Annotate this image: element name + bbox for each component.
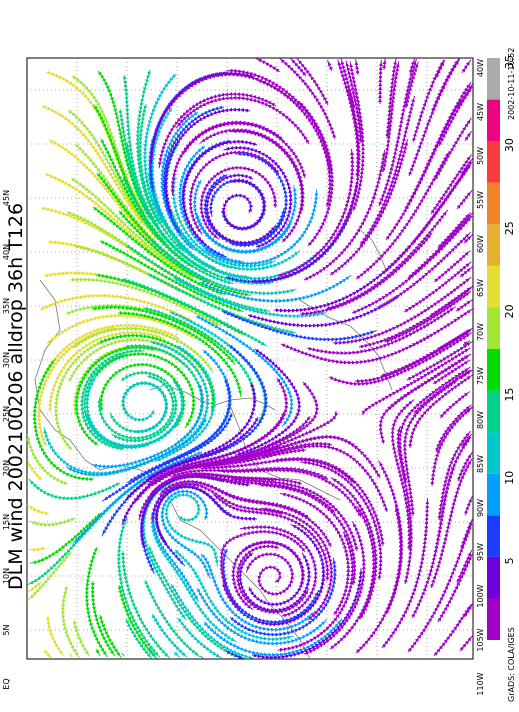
longitude-label: 95W [476, 543, 485, 561]
colorbar-swatch [487, 58, 500, 100]
colorbar-swatch [487, 473, 500, 516]
streamline [465, 407, 473, 414]
streamline [45, 615, 65, 657]
streamline [462, 340, 471, 346]
streamline [459, 635, 474, 652]
latitude-label: 10N [2, 568, 11, 584]
colorbar-swatch [487, 141, 500, 183]
streamline [69, 653, 73, 658]
streamline [430, 58, 460, 113]
latitude-label: 5N [2, 624, 11, 635]
map-title: DLM wind 2002100206 alldrop 36h T126 [5, 203, 27, 590]
streamline [433, 250, 471, 283]
longitude-label: 40W [476, 59, 485, 77]
colorbar-label: 10 [503, 471, 516, 485]
streamline [43, 649, 53, 660]
streamline [463, 234, 473, 244]
latitude-label: 25N [2, 406, 11, 422]
latitude-label: 20N [2, 460, 11, 476]
credit-label: GrADS: COLA/IGES [507, 627, 516, 702]
streamline [225, 650, 245, 660]
streamline [437, 212, 471, 249]
longitude-label: 55W [476, 191, 485, 209]
colorbar: 5101520253035404550 [487, 55, 516, 640]
colorbar-swatch [487, 390, 500, 433]
streamline [458, 369, 473, 380]
streamline [173, 651, 181, 658]
streamline [121, 652, 125, 657]
colorbar-label: 20 [503, 304, 516, 318]
streamline [456, 189, 473, 210]
timestamp: 2002-10-11-10:52 [507, 48, 516, 120]
streamline [98, 614, 122, 658]
colorbar-swatch [487, 515, 500, 557]
streamline [455, 299, 473, 312]
streamline [461, 59, 472, 74]
longitude-label: 45W [476, 103, 485, 121]
colorbar-label: 30 [503, 138, 516, 152]
colorbar-swatch [487, 432, 500, 474]
colorbar-swatch [487, 182, 500, 225]
streamline [461, 433, 472, 448]
streamline [460, 158, 473, 176]
colorbar-swatch [487, 598, 500, 640]
colorbar-label: 5 [503, 557, 516, 564]
latitude-axis: EQ 5N 10N 15N 20N 25N 30N 35N 40N 45N [2, 190, 11, 690]
streamline [463, 603, 474, 618]
streamline [459, 518, 473, 550]
colorbar-swatch [487, 265, 500, 308]
longitude-label: 65W [476, 279, 485, 297]
colorbar-swatch [487, 349, 500, 391]
colorbar-swatch [487, 224, 500, 266]
latitude-label: EQ [2, 678, 11, 689]
streamline [199, 655, 204, 659]
streamline [464, 130, 473, 142]
colorbar-swatch [487, 556, 500, 599]
longitude-label: 105W [476, 628, 485, 651]
colorbar-label: 35 [503, 55, 516, 69]
longitude-label: 100W [476, 584, 485, 607]
longitude-label: 70W [476, 323, 485, 341]
streamline [463, 496, 473, 516]
latitude-label: 15N [2, 514, 11, 530]
longitude-label: 90W [476, 499, 485, 517]
streamline [432, 359, 471, 385]
longitude-label: 50W [476, 147, 485, 165]
streamline [429, 285, 473, 317]
latitude-label: 40N [2, 244, 11, 260]
streamline [95, 648, 101, 657]
longitude-label: 60W [476, 235, 485, 253]
latitude-label: 35N [2, 298, 11, 314]
longitude-label: 85W [476, 455, 485, 473]
longitude-label: 110W [476, 672, 485, 695]
streamline [436, 328, 472, 351]
streamline [456, 452, 473, 482]
colorbar-label: 15 [503, 388, 516, 402]
streamline [255, 78, 332, 208]
colorbar-swatch [487, 99, 500, 142]
longitude-axis: 110W 105W 100W 95W 90W 85W 80W 75W 70W 65W 60W 55W 5… [476, 59, 485, 696]
longitude-label: 80W [476, 411, 485, 429]
longitude-label: 75W [476, 367, 485, 385]
streamline [456, 549, 473, 584]
streamline [147, 647, 157, 658]
streamlines [26, 57, 474, 660]
latitude-label: 45N [2, 190, 11, 206]
latitude-label: 30N [2, 352, 11, 368]
colorbar-label: 25 [503, 221, 516, 235]
colorbar-swatch [487, 307, 500, 349]
streamline [459, 266, 473, 278]
streamline [457, 83, 474, 108]
